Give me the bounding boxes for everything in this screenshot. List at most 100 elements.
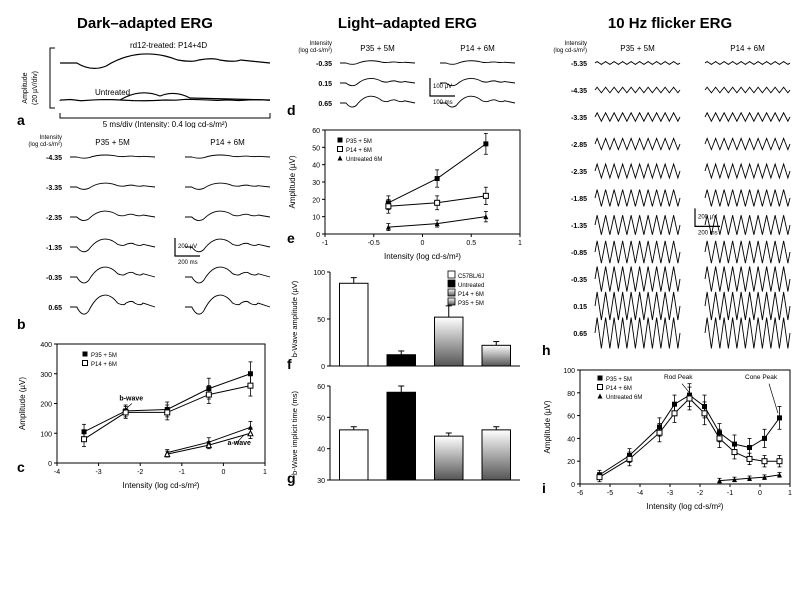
- svg-text:0: 0: [571, 482, 575, 489]
- svg-text:P35 + 5M: P35 + 5M: [606, 377, 632, 383]
- svg-text:30: 30: [317, 478, 325, 485]
- panel-g: 30405060b-Wave implicit time (ms) g: [285, 380, 530, 490]
- svg-text:Amplitude (µV): Amplitude (µV): [543, 400, 552, 453]
- svg-text:P35 + 5M: P35 + 5M: [620, 44, 655, 53]
- svg-text:-0.85: -0.85: [571, 250, 587, 257]
- svg-text:-2.35: -2.35: [46, 215, 62, 222]
- svg-text:-1.35: -1.35: [46, 245, 62, 252]
- svg-text:200 ms: 200 ms: [698, 230, 718, 236]
- svg-text:P14 + 6M: P14 + 6M: [460, 44, 495, 53]
- panel-i-label: i: [542, 480, 546, 496]
- svg-text:0.65: 0.65: [318, 101, 332, 108]
- svg-text:200 ms: 200 ms: [178, 260, 198, 266]
- svg-text:-1: -1: [727, 490, 733, 497]
- panel-f: 050100b-Wave amplitude (µV)C57BL/6JUntre…: [285, 266, 530, 376]
- svg-text:1: 1: [263, 469, 267, 476]
- svg-text:Amplitude (µV): Amplitude (µV): [288, 155, 297, 208]
- svg-text:-5: -5: [607, 490, 613, 497]
- panel-c-label: c: [17, 459, 25, 475]
- svg-text:b-Wave implicit time (ms): b-Wave implicit time (ms): [290, 391, 299, 475]
- svg-text:P35 + 5M: P35 + 5M: [458, 301, 484, 307]
- panel-e: -1-0.500.510102030405060Intensity (log c…: [285, 122, 530, 262]
- svg-text:Cone Peak: Cone Peak: [745, 374, 778, 381]
- svg-text:Intensity (log cd-s/m²): Intensity (log cd-s/m²): [384, 252, 461, 261]
- svg-text:40: 40: [567, 436, 575, 443]
- svg-text:P35 + 5M: P35 + 5M: [95, 138, 130, 147]
- svg-text:Untreated: Untreated: [95, 88, 130, 97]
- svg-text:b-wave: b-wave: [119, 396, 143, 403]
- svg-text:-0.35: -0.35: [571, 277, 587, 284]
- panel-d: Intensity(log cd-s/m²) P35 + 5M P14 + 6M -0…: [285, 38, 530, 118]
- svg-text:a-wave: a-wave: [228, 440, 251, 447]
- svg-text:-0.35: -0.35: [316, 61, 332, 68]
- svg-text:60: 60: [312, 128, 320, 135]
- svg-text:0: 0: [321, 364, 325, 371]
- svg-text:40: 40: [317, 447, 325, 454]
- svg-text:P14 + 6M: P14 + 6M: [458, 292, 484, 298]
- svg-text:-2.35: -2.35: [571, 169, 587, 176]
- svg-text:20: 20: [567, 459, 575, 466]
- svg-text:P35 + 5M: P35 + 5M: [91, 353, 117, 359]
- svg-text:40: 40: [312, 163, 320, 170]
- panel-i: -6-5-4-3-2-101020406080100Intensity (log…: [540, 362, 800, 512]
- svg-text:-3.35: -3.35: [571, 115, 587, 122]
- svg-text:Rod Peak: Rod Peak: [664, 374, 693, 381]
- svg-text:(log cd-s/m²): (log cd-s/m²): [298, 48, 332, 54]
- svg-text:100 ms: 100 ms: [433, 100, 453, 106]
- svg-text:Intensity (log cd-s/m²): Intensity (log cd-s/m²): [123, 481, 200, 490]
- svg-text:-4.35: -4.35: [571, 88, 587, 95]
- panel-f-label: f: [287, 356, 292, 372]
- svg-text:100 µV: 100 µV: [433, 84, 452, 90]
- svg-text:P14 + 6M: P14 + 6M: [91, 362, 117, 368]
- svg-text:P35 + 5M: P35 + 5M: [360, 44, 395, 53]
- panel-g-label: g: [287, 470, 296, 486]
- panel-c: -4-3-2-1010100200300400Intensity (log cd…: [15, 336, 275, 491]
- svg-text:300: 300: [40, 372, 52, 379]
- svg-text:0: 0: [316, 232, 320, 239]
- svg-text:5 ms/div (Intensity: 0.4 log c: 5 ms/div (Intensity: 0.4 log cd-s/m²): [103, 120, 228, 128]
- svg-text:Amplitude: Amplitude: [22, 72, 29, 103]
- svg-text:-1: -1: [179, 469, 185, 476]
- svg-text:50: 50: [312, 145, 320, 152]
- svg-text:Intensity: Intensity: [310, 41, 332, 47]
- svg-text:0.15: 0.15: [318, 81, 332, 88]
- panel-b-label: b: [17, 316, 26, 332]
- panel-a: Amplitude(20 µV/div)rd12-treated: P14+4D…: [15, 38, 275, 128]
- svg-text:Intensity: Intensity: [565, 41, 587, 47]
- svg-text:200 µV: 200 µV: [698, 214, 717, 220]
- svg-text:-1.35: -1.35: [571, 223, 587, 230]
- svg-text:-2.85: -2.85: [571, 142, 587, 149]
- col1-title: Dark–adapted ERG: [15, 15, 275, 32]
- svg-text:-4: -4: [637, 490, 643, 497]
- svg-text:20: 20: [312, 197, 320, 204]
- svg-text:0.15: 0.15: [573, 304, 587, 311]
- svg-text:-2: -2: [137, 469, 143, 476]
- svg-text:30: 30: [312, 180, 320, 187]
- svg-text:P14 + 6M: P14 + 6M: [606, 386, 632, 392]
- svg-text:-6: -6: [577, 490, 583, 497]
- svg-text:-5.35: -5.35: [571, 61, 587, 68]
- panel-h: Intensity(log cd-s/m²)P35 + 5MP14 + 6M-5…: [540, 38, 800, 358]
- svg-text:P14 + 6M: P14 + 6M: [730, 44, 765, 53]
- svg-text:Untreated 6M: Untreated 6M: [346, 157, 382, 163]
- svg-text:-0.5: -0.5: [368, 240, 380, 247]
- svg-text:60: 60: [567, 414, 575, 421]
- svg-text:1: 1: [518, 240, 522, 247]
- svg-text:b-Wave amplitude (µV): b-Wave amplitude (µV): [290, 280, 299, 357]
- svg-text:P35 + 5M: P35 + 5M: [346, 139, 372, 145]
- svg-text:P14 + 6M: P14 + 6M: [210, 138, 245, 147]
- svg-text:50: 50: [317, 317, 325, 324]
- svg-text:100: 100: [40, 431, 52, 438]
- svg-text:200: 200: [40, 402, 52, 409]
- svg-text:-4: -4: [54, 469, 60, 476]
- panel-h-label: h: [542, 342, 551, 358]
- svg-text:60: 60: [317, 384, 325, 391]
- svg-text:0.5: 0.5: [466, 240, 476, 247]
- svg-text:-2: -2: [697, 490, 703, 497]
- svg-text:C57BL/6J: C57BL/6J: [458, 274, 484, 280]
- svg-text:0: 0: [758, 490, 762, 497]
- panel-b: Intensity(log cd-s/m²)P35 + 5MP14 + 6M-4…: [15, 132, 275, 332]
- svg-text:0.65: 0.65: [48, 305, 62, 312]
- svg-text:Intensity: Intensity: [40, 135, 62, 141]
- panel-e-label: e: [287, 230, 295, 246]
